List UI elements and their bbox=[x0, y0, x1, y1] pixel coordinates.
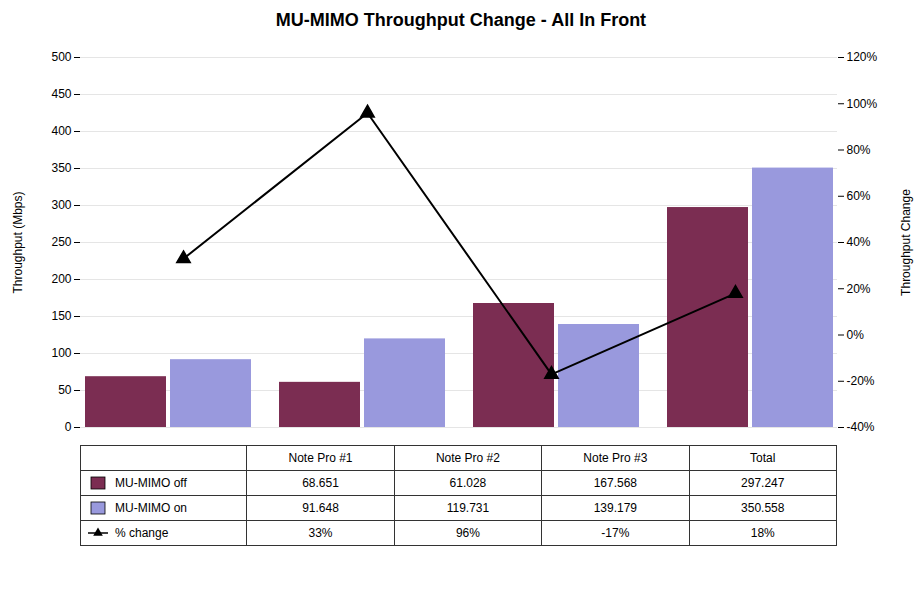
svg-text:-40%: -40% bbox=[847, 420, 875, 434]
html-text:68.651: 68.651 bbox=[302, 476, 339, 490]
svg-text:120%: 120% bbox=[847, 50, 878, 64]
html-text:Total: Total bbox=[750, 451, 776, 465]
svg-text:50: 50 bbox=[58, 383, 72, 397]
svg-text:80%: 80% bbox=[847, 143, 871, 157]
html-text:61.028: 61.028 bbox=[449, 476, 487, 490]
svg-text:200: 200 bbox=[51, 272, 71, 286]
html-text:Note Pro #2: Note Pro #2 bbox=[435, 451, 500, 465]
html-text:Note Pro #3: Note Pro #3 bbox=[583, 451, 648, 465]
html-text:119.731: 119.731 bbox=[446, 501, 490, 515]
svg-text:-20%: -20% bbox=[847, 374, 875, 388]
svg-text:0: 0 bbox=[65, 420, 72, 434]
html-text:MU-MIMO Throughput Change - Al: MU-MIMO Throughput Change - All In Front bbox=[275, 10, 647, 30]
html-text:297.247: 297.247 bbox=[741, 476, 785, 490]
svg-text:350: 350 bbox=[51, 161, 71, 175]
html-text:% change: % change bbox=[115, 525, 169, 540]
html-text:33%: 33% bbox=[308, 526, 333, 540]
html-text:350.558: 350.558 bbox=[741, 501, 785, 515]
svg-text:100%: 100% bbox=[847, 97, 878, 111]
html-text:96%: 96% bbox=[455, 526, 480, 540]
html-text:-17%: -17% bbox=[601, 526, 630, 540]
svg-text:40%: 40% bbox=[847, 235, 871, 249]
svg-text:60%: 60% bbox=[847, 189, 871, 203]
svg-text:500: 500 bbox=[51, 50, 71, 64]
svg-text:150: 150 bbox=[51, 309, 71, 323]
svg-text:100: 100 bbox=[51, 346, 71, 360]
svg-text:450: 450 bbox=[51, 87, 71, 101]
svg-text:Throughput Change: Throughput Change bbox=[899, 189, 913, 296]
svg-text:20%: 20% bbox=[847, 282, 871, 296]
html-text:139.179: 139.179 bbox=[593, 501, 637, 515]
svg-text:300: 300 bbox=[51, 198, 71, 212]
svg-text:400: 400 bbox=[51, 124, 71, 138]
html-text:MU-MIMO on: MU-MIMO on bbox=[115, 500, 187, 515]
html-text:167.568: 167.568 bbox=[593, 476, 637, 490]
svg-text:250: 250 bbox=[51, 235, 71, 249]
svg-text:Throughput (Mbps): Throughput (Mbps) bbox=[11, 191, 25, 293]
html-text:91.648: 91.648 bbox=[302, 501, 339, 515]
html-text:MU-MIMO off: MU-MIMO off bbox=[115, 475, 187, 490]
html-text:18%: 18% bbox=[750, 526, 775, 540]
svg-text:0%: 0% bbox=[847, 328, 865, 342]
html-text:Note Pro #1: Note Pro #1 bbox=[288, 451, 353, 465]
